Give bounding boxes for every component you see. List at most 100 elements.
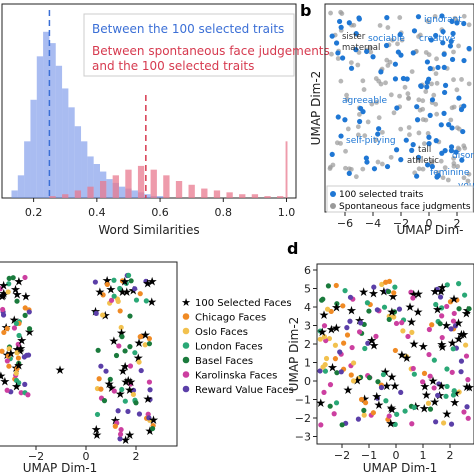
face-point xyxy=(338,369,344,375)
spontaneous-point xyxy=(465,178,471,184)
blue-bar xyxy=(17,175,25,198)
selected-trait-point xyxy=(435,64,441,71)
face-point xyxy=(399,320,405,326)
legend-marker xyxy=(182,327,190,335)
face-point xyxy=(130,387,137,393)
face-point xyxy=(4,358,10,364)
selected-trait-point xyxy=(392,61,398,67)
spontaneous-point xyxy=(433,71,439,77)
selected-face-star: ★ xyxy=(464,381,474,395)
panel-b-label: b xyxy=(300,1,311,20)
annotation-gray: sister xyxy=(342,32,366,42)
selected-face-star: ★ xyxy=(442,407,453,421)
selected-face-star: ★ xyxy=(121,375,132,389)
panel-a-histogram: Between the 100 selected traits Between … xyxy=(1,3,330,237)
spontaneous-point xyxy=(420,98,426,104)
face-point xyxy=(433,419,439,425)
legend-label: Oslo Faces xyxy=(195,327,248,338)
spontaneous-point xyxy=(368,49,374,55)
selected-face-star: ★ xyxy=(119,274,130,288)
spontaneous-point xyxy=(425,18,431,24)
blue-bar xyxy=(68,107,75,198)
face-point xyxy=(13,320,20,327)
blue-bar xyxy=(87,156,94,198)
spontaneous-point xyxy=(328,10,333,16)
ytick-label: −1 xyxy=(295,394,311,407)
spontaneous-point xyxy=(451,156,457,161)
spontaneous-point xyxy=(398,126,404,132)
face-point xyxy=(6,363,12,369)
selected-trait-point xyxy=(398,52,404,58)
face-point xyxy=(119,386,125,393)
face-point xyxy=(15,341,21,347)
selected-trait-point xyxy=(415,14,422,20)
face-point xyxy=(462,292,468,298)
selected-trait-point xyxy=(333,40,340,46)
spontaneous-point xyxy=(454,87,460,93)
face-point xyxy=(319,297,325,303)
face-point xyxy=(111,277,117,283)
face-point xyxy=(101,398,108,404)
face-point xyxy=(146,415,152,421)
face-point xyxy=(116,343,122,349)
pink-bar xyxy=(175,181,183,198)
spontaneous-point xyxy=(406,95,412,101)
selected-face-star: ★ xyxy=(371,389,382,403)
selected-trait-point xyxy=(426,76,432,82)
selected-face-star: ★ xyxy=(15,341,26,355)
spontaneous-point xyxy=(466,22,472,28)
selected-face-star: ★ xyxy=(369,338,380,352)
panel-b-xlabel: UMAP Dim- xyxy=(397,223,464,237)
selected-trait-point xyxy=(410,50,416,56)
selected-trait-point xyxy=(448,148,455,154)
face-point xyxy=(122,398,128,404)
legend-marker xyxy=(182,385,190,393)
ytick-label: 5 xyxy=(304,283,311,296)
spontaneous-point xyxy=(361,87,367,92)
face-point xyxy=(456,389,462,395)
selected-trait-point xyxy=(335,50,341,56)
selected-face-star: ★ xyxy=(396,348,407,362)
face-point xyxy=(392,284,398,290)
legend-selected-label: 100 selected traits xyxy=(339,190,424,200)
selected-face-star: ★ xyxy=(428,374,439,388)
face-point xyxy=(143,298,149,304)
face-point xyxy=(391,314,397,320)
face-point xyxy=(95,347,101,353)
blue-histogram xyxy=(11,31,164,199)
face-point xyxy=(451,310,457,317)
face-point xyxy=(321,334,328,340)
face-point xyxy=(450,392,457,398)
face-point xyxy=(117,436,123,442)
xtick-label: 0 xyxy=(393,449,400,462)
selected-face-star: ★ xyxy=(120,360,131,374)
legend-label: Reward Value Faces xyxy=(195,385,294,396)
annotation-gray: maternal xyxy=(342,43,380,53)
spontaneous-point xyxy=(391,110,397,116)
selected-face-star: ★ xyxy=(106,381,117,395)
face-point xyxy=(348,372,354,378)
selected-face-star: ★ xyxy=(429,395,440,409)
face-point xyxy=(98,363,104,369)
face-point xyxy=(444,366,450,372)
spontaneous-point xyxy=(466,81,472,87)
spontaneous-point xyxy=(451,77,456,83)
xtick-label: −2 xyxy=(393,217,409,230)
face-point xyxy=(22,381,28,387)
selected-trait-point xyxy=(403,137,409,143)
face-point xyxy=(334,370,340,376)
legend-marker xyxy=(182,342,190,349)
blue-bar xyxy=(62,88,69,198)
spontaneous-point xyxy=(383,80,388,86)
selected-face-star: ★ xyxy=(0,369,6,383)
face-point xyxy=(127,313,133,319)
face-point xyxy=(22,312,28,318)
selected-face-star: ★ xyxy=(0,290,8,304)
face-point xyxy=(317,336,323,342)
face-point xyxy=(14,350,20,356)
legend-marker xyxy=(182,371,190,378)
selected-trait-point xyxy=(356,15,362,21)
face-point xyxy=(138,333,144,339)
blue-bar xyxy=(144,194,151,198)
spontaneous-point xyxy=(438,158,444,164)
